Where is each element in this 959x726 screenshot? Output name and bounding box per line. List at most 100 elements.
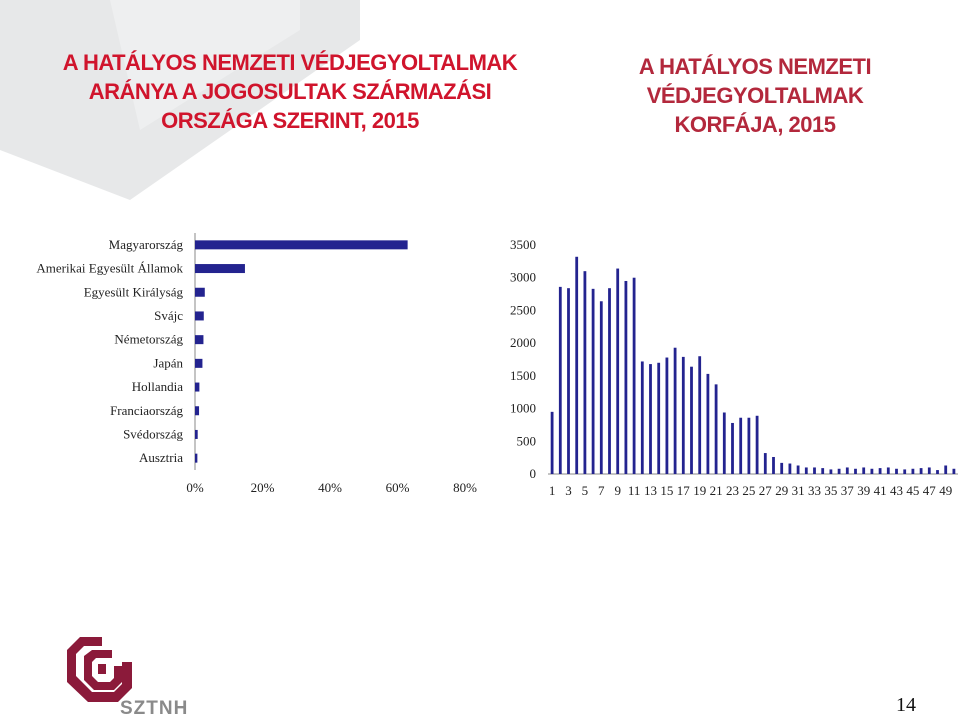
- background-chevron-shape-inner: [110, 0, 300, 130]
- right-chart-x-tick-label: 43: [890, 483, 903, 498]
- right-chart-bar: [616, 268, 620, 474]
- right-title-line: VÉDJEGYOLTALMAK: [646, 83, 864, 108]
- right-chart-y-tick-label: 0: [530, 466, 537, 481]
- left-chart-bar: [195, 453, 198, 463]
- right-chart-x-tick-label: 45: [906, 483, 919, 498]
- right-chart-bar: [821, 468, 825, 474]
- left-chart-bar: [195, 406, 200, 416]
- right-chart-bar: [845, 467, 849, 474]
- right-chart-bar: [927, 467, 931, 474]
- left-chart-x-tick-label: 0%: [186, 480, 204, 495]
- right-chart-bar: [657, 362, 661, 474]
- right-chart-title: A HATÁLYOS NEMZETI VÉDJEGYOLTALMAK KORFÁ…: [600, 52, 910, 139]
- left-chart-category-label: Magyarország: [109, 237, 184, 252]
- right-chart-x-tick-label: 27: [759, 483, 773, 498]
- right-chart-x-tick-label: 19: [693, 483, 706, 498]
- right-chart-x-tick-label: 31: [792, 483, 805, 498]
- right-chart-bar: [862, 467, 866, 474]
- right-chart-bar: [599, 301, 603, 474]
- right-chart-bar: [583, 271, 587, 474]
- right-chart-y-tick-label: 1500: [510, 368, 536, 383]
- left-chart-bar: [195, 429, 198, 439]
- left-chart-x-tick-label: 20%: [251, 480, 275, 495]
- right-chart-x-tick-label: 9: [614, 483, 621, 498]
- right-chart-bar: [731, 422, 734, 474]
- logo-shape: [98, 664, 106, 674]
- right-chart-bar: [747, 417, 751, 474]
- right-chart-bar: [878, 468, 882, 474]
- right-chart-bar: [567, 288, 570, 474]
- left-chart-category-label: Svédország: [123, 426, 183, 441]
- logo-text: SZTNH: [120, 698, 189, 719]
- right-chart-x-tick-label: 39: [857, 483, 870, 498]
- right-chart-bar: [755, 415, 759, 474]
- right-chart-x-tick-label: 5: [582, 483, 589, 498]
- right-chart-bar: [690, 366, 693, 474]
- right-chart-bar: [796, 465, 800, 474]
- right-chart-x-tick-label: 47: [923, 483, 937, 498]
- right-chart-bar: [911, 468, 915, 474]
- right-chart-bar: [813, 467, 816, 474]
- right-chart-bar: [804, 467, 808, 474]
- right-chart-bar: [558, 286, 562, 474]
- left-title-line: ARÁNYA A JOGOSULTAK SZÁRMAZÁSI: [88, 79, 492, 104]
- left-chart-title: A HATÁLYOS NEMZETI VÉDJEGYOLTALMAK ARÁNY…: [40, 48, 540, 135]
- left-chart-bar: [195, 382, 200, 392]
- right-chart-bar: [722, 412, 726, 474]
- right-chart-bar: [706, 373, 710, 474]
- right-chart-bar: [903, 469, 907, 474]
- right-chart-x-tick-label: 15: [660, 483, 673, 498]
- logo-shape: [84, 650, 122, 690]
- right-chart-y-tick-label: 2000: [510, 335, 536, 350]
- left-chart-category-label: Egyesült Királyság: [84, 284, 184, 299]
- page-number: 14: [896, 694, 916, 716]
- right-title-line: KORFÁJA, 2015: [674, 112, 836, 137]
- right-chart-bar: [780, 462, 784, 474]
- left-chart-category-label: Japán: [153, 355, 183, 370]
- left-chart-category-label: Németország: [114, 332, 183, 347]
- right-chart-y-tick-label: 3000: [510, 270, 536, 285]
- right-chart-bar: [870, 468, 874, 474]
- right-chart-bar: [772, 456, 775, 474]
- right-chart-bar: [829, 469, 833, 474]
- right-chart-bar: [640, 361, 644, 474]
- left-chart-bar: [195, 287, 205, 297]
- right-chart-bar: [665, 357, 669, 474]
- left-chart-category-label: Svájc: [154, 308, 183, 323]
- left-chart-x-tick-label: 60%: [386, 480, 410, 495]
- left-chart-bar: [195, 358, 203, 368]
- right-chart-bar: [739, 417, 743, 474]
- right-chart-bar: [591, 288, 595, 474]
- right-chart-bar: [895, 468, 898, 474]
- left-chart-category-label: Amerikai Egyesült Államok: [36, 261, 183, 276]
- right-chart-x-tick-label: 11: [628, 483, 641, 498]
- right-chart-x-tick-label: 41: [874, 483, 887, 498]
- right-chart-x-tick-label: 21: [710, 483, 723, 498]
- right-chart-x-tick-label: 29: [775, 483, 788, 498]
- right-chart-bar: [608, 288, 611, 474]
- left-chart-x-tick-label: 80%: [453, 480, 477, 495]
- left-chart-category-label: Franciaország: [110, 403, 183, 418]
- right-chart-y-tick-label: 500: [517, 433, 537, 448]
- right-chart-x-tick-label: 23: [726, 483, 739, 498]
- right-chart-y-tick-label: 3500: [510, 237, 536, 252]
- right-chart-x-tick-label: 17: [677, 483, 691, 498]
- right-chart-y-tick-label: 2500: [510, 302, 536, 317]
- right-chart-bar: [632, 277, 636, 474]
- right-chart-bar: [944, 465, 948, 474]
- right-title-line: A HATÁLYOS NEMZETI: [638, 54, 872, 79]
- logo-shape: [67, 637, 132, 702]
- right-chart-bar: [649, 364, 652, 474]
- sztnh-logo-icon: [67, 637, 132, 702]
- left-title-line: ORSZÁGA SZERINT, 2015: [161, 108, 419, 133]
- right-chart-bar: [673, 347, 677, 474]
- right-chart-bar: [575, 256, 579, 474]
- right-chart-x-tick-label: 1: [549, 483, 556, 498]
- right-chart-bar: [788, 463, 792, 474]
- left-chart-bar: [195, 335, 204, 345]
- right-chart-bar: [919, 468, 923, 474]
- right-chart-x-tick-label: 37: [841, 483, 855, 498]
- right-chart-bar: [837, 468, 841, 474]
- right-chart-x-tick-label: 25: [742, 483, 755, 498]
